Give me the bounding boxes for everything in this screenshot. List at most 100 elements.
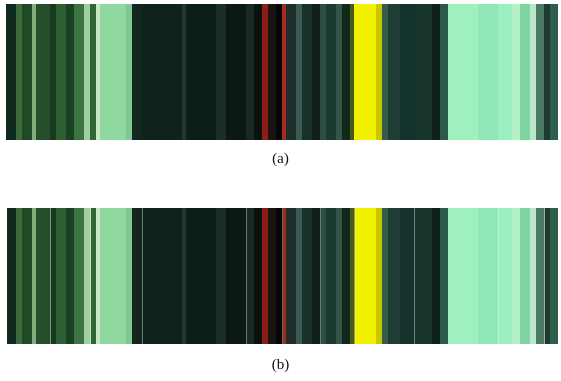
- texture-stripe: [376, 208, 383, 344]
- texture-stripe: [22, 208, 33, 344]
- texture-stripe: [550, 208, 558, 344]
- texture-stripe: [342, 208, 351, 344]
- texture-stripe: [100, 4, 127, 140]
- texture-stripe: [376, 4, 383, 140]
- texture-stripe: [498, 4, 513, 140]
- texture-stripe: [132, 208, 143, 344]
- texture-stripe: [100, 208, 127, 344]
- texture-stripe: [326, 208, 337, 344]
- texture-stripe: [512, 208, 521, 344]
- texture-stripe: [414, 4, 433, 140]
- texture-stripe: [74, 208, 85, 344]
- texture-stripe: [283, 208, 288, 344]
- texture-stripe: [512, 4, 521, 140]
- texture-stripe: [388, 4, 401, 140]
- texture-stripe: [254, 4, 263, 140]
- texture-stripe: [536, 4, 545, 140]
- texture-stripe: [182, 4, 187, 140]
- texture-stripe: [545, 208, 552, 344]
- texture-stripe: [448, 208, 479, 344]
- texture-stripe: [530, 4, 537, 140]
- texture-stripe: [530, 208, 537, 344]
- texture-stripe: [320, 4, 327, 140]
- texture-stripe: [326, 4, 337, 140]
- texture-stripe: [262, 4, 269, 140]
- texture-stripe: [16, 4, 23, 140]
- texture-stripe: [182, 208, 187, 344]
- texture-stripe: [302, 4, 313, 140]
- panel-b-image: [7, 208, 558, 344]
- texture-stripe: [36, 208, 51, 344]
- texture-stripe: [520, 4, 531, 140]
- texture-stripe: [90, 4, 97, 140]
- texture-stripe: [247, 208, 256, 344]
- texture-stripe: [51, 208, 58, 344]
- texture-stripe: [350, 4, 355, 140]
- texture-stripe: [432, 4, 441, 140]
- panel-a-caption: (a): [272, 151, 289, 167]
- texture-stripe: [382, 208, 389, 344]
- texture-stripe: [478, 4, 499, 140]
- texture-stripe: [296, 208, 303, 344]
- texture-stripe: [499, 208, 514, 344]
- texture-stripe: [50, 4, 57, 140]
- texture-stripe: [432, 208, 441, 344]
- texture-stripe: [440, 208, 449, 344]
- texture-stripe: [36, 4, 51, 140]
- texture-stripe: [400, 208, 415, 344]
- texture-stripe: [56, 208, 67, 344]
- texture-stripe: [143, 208, 184, 344]
- texture-stripe: [302, 208, 313, 344]
- texture-stripe: [478, 208, 499, 344]
- texture-stripe: [282, 4, 287, 140]
- texture-stripe: [355, 208, 378, 344]
- texture-stripe: [400, 4, 415, 140]
- texture-stripe: [276, 4, 283, 140]
- texture-stripe: [96, 4, 101, 140]
- texture-stripe: [350, 208, 355, 344]
- texture-stripe: [66, 208, 75, 344]
- texture-stripe: [56, 4, 67, 140]
- panel-b-caption: (b): [271, 357, 290, 373]
- texture-stripe: [142, 4, 183, 140]
- texture-stripe: [7, 208, 18, 344]
- panel-a-image: [6, 4, 558, 140]
- texture-stripe: [84, 208, 91, 344]
- texture-stripe: [354, 4, 377, 140]
- texture-stripe: [342, 4, 351, 140]
- texture-stripe: [186, 208, 217, 344]
- texture-stripe: [440, 4, 449, 140]
- texture-stripe: [74, 4, 85, 140]
- texture-stripe: [126, 4, 133, 140]
- texture-stripe: [296, 4, 303, 140]
- texture-stripe: [388, 208, 401, 344]
- texture-stripe: [16, 208, 23, 344]
- texture-stripe: [382, 4, 389, 140]
- texture-stripe: [312, 4, 321, 140]
- texture-stripe: [254, 208, 263, 344]
- texture-stripe: [22, 4, 33, 140]
- texture-stripe: [126, 208, 133, 344]
- texture-stripe: [268, 4, 277, 140]
- texture-stripe: [84, 4, 91, 140]
- texture-stripe: [66, 4, 75, 140]
- texture-stripe: [91, 208, 98, 344]
- texture-stripe: [276, 208, 283, 344]
- texture-stripe: [448, 4, 479, 140]
- texture-stripe: [286, 208, 297, 344]
- texture-stripe: [286, 4, 297, 140]
- texture-stripe: [544, 4, 551, 140]
- texture-stripe: [216, 4, 227, 140]
- texture-stripe: [336, 208, 343, 344]
- texture-stripe: [268, 208, 277, 344]
- texture-stripe: [6, 4, 17, 140]
- texture-stripe: [550, 4, 558, 140]
- texture-stripe: [536, 208, 545, 344]
- texture-stripe: [415, 208, 434, 344]
- texture-stripe: [520, 208, 531, 344]
- texture-stripe: [336, 4, 343, 140]
- texture-stripe: [96, 208, 101, 344]
- texture-stripe: [216, 208, 227, 344]
- texture-stripe: [186, 4, 217, 140]
- texture-stripe: [262, 208, 269, 344]
